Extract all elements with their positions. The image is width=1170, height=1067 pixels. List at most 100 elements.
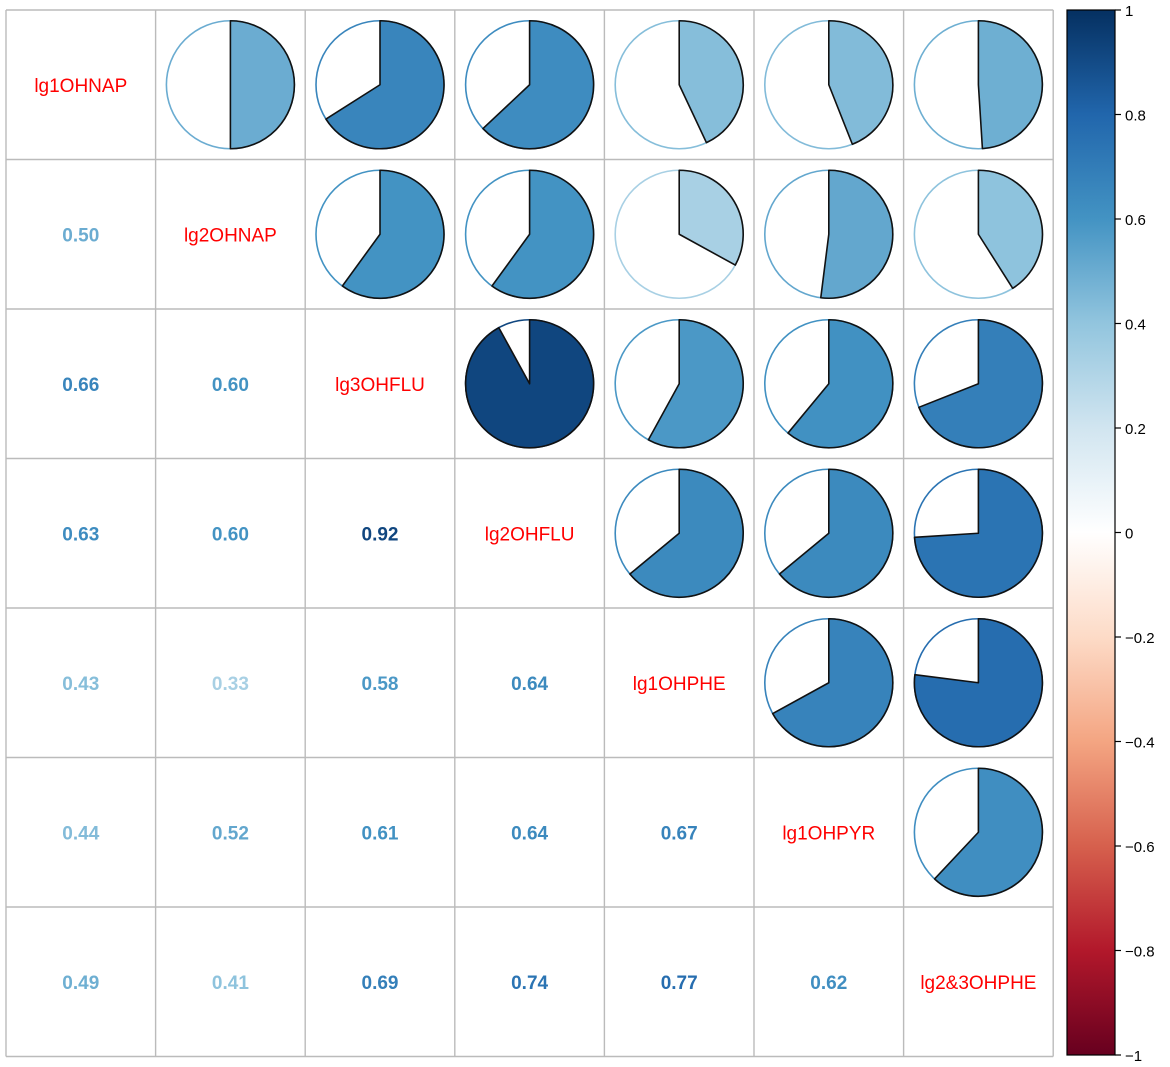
cell-r3-c2: 0.92 <box>362 524 399 545</box>
cell-r0-c1 <box>165 19 296 150</box>
pie-slice <box>977 19 1044 150</box>
correlation-value: 0.60 <box>212 375 249 396</box>
correlation-value: 0.64 <box>511 674 548 695</box>
cell-r2-c0: 0.66 <box>62 375 99 396</box>
cell-r1-c0: 0.50 <box>62 225 99 246</box>
pie-slice <box>918 318 1044 449</box>
pie-slice <box>464 318 595 449</box>
pie-slice <box>629 468 744 598</box>
cell-r4-c0: 0.43 <box>62 674 99 695</box>
color-bar <box>1066 9 1116 1056</box>
cell-r2-c6 <box>913 318 1044 449</box>
cell-r5-c5: lg1OHPYR <box>782 823 875 844</box>
cell-r1-c3 <box>464 169 595 300</box>
color-tick-label: 0.6 <box>1125 212 1146 229</box>
cell-r2-c2: lg3OHFLU <box>335 375 425 396</box>
pie-slice <box>771 617 894 748</box>
variable-label: lg2OHFLU <box>485 524 575 545</box>
correlation-value: 0.33 <box>212 674 249 695</box>
cell-r5-c1: 0.52 <box>212 823 249 844</box>
correlation-value: 0.69 <box>362 973 399 994</box>
correlation-value: 0.74 <box>511 973 548 994</box>
cell-r2-c5 <box>763 318 894 449</box>
pie-slice <box>482 19 595 150</box>
color-tick-label: 0 <box>1125 526 1133 543</box>
correlation-value: 0.77 <box>661 973 698 994</box>
cell-r1-c2 <box>315 169 445 300</box>
pie-slice <box>819 169 894 300</box>
variable-label: lg2OHNAP <box>184 225 277 246</box>
correlation-value: 0.43 <box>62 674 99 695</box>
cell-r1-c1: lg2OHNAP <box>184 225 277 246</box>
cell-r0-c2 <box>315 19 445 150</box>
cell-r4-c1: 0.33 <box>212 674 249 695</box>
cell-r2-c1: 0.60 <box>212 375 249 396</box>
correlation-value: 0.63 <box>62 524 99 545</box>
color-tick-label: 1 <box>1125 3 1133 20</box>
cell-r0-c4 <box>614 19 745 150</box>
color-tick-label: −1 <box>1125 1048 1142 1065</box>
pie-slice <box>491 169 595 300</box>
pie-slice <box>341 169 445 300</box>
cell-r3-c4 <box>614 468 745 599</box>
cell-r2-c4 <box>614 318 745 449</box>
cell-r3-c0: 0.63 <box>62 524 99 545</box>
cell-r6-c4: 0.77 <box>661 973 698 994</box>
cell-r3-c6 <box>913 468 1044 599</box>
cell-r4-c6 <box>913 617 1044 748</box>
pie-slice <box>977 169 1044 290</box>
color-tick-label: 0.8 <box>1125 108 1146 125</box>
correlation-value: 0.44 <box>62 823 99 844</box>
cell-r6-c0: 0.49 <box>62 973 99 994</box>
correlation-value: 0.49 <box>62 973 99 994</box>
pie-slice <box>678 19 744 144</box>
cell-r3-c1: 0.60 <box>212 524 249 545</box>
correlation-value: 0.52 <box>212 823 249 844</box>
cell-r4-c2: 0.58 <box>362 674 399 695</box>
cell-r4-c4: lg1OHPHE <box>633 674 726 695</box>
correlation-value: 0.62 <box>810 973 847 994</box>
cell-r3-c3: lg2OHFLU <box>485 524 575 545</box>
cell-r6-c5: 0.62 <box>810 973 847 994</box>
correlation-value: 0.66 <box>62 375 99 396</box>
cell-r6-c6: lg2&3OHPHE <box>920 973 1036 994</box>
correlation-value: 0.64 <box>511 823 548 844</box>
cell-r4-c5 <box>763 617 894 748</box>
cell-r3-c5 <box>763 468 894 599</box>
cell-r5-c0: 0.44 <box>62 823 99 844</box>
correlation-value: 0.58 <box>362 674 399 695</box>
pie-slice <box>913 617 1044 748</box>
color-tick-label: −0.4 <box>1125 735 1155 752</box>
cell-r6-c2: 0.69 <box>362 973 399 994</box>
cell-r6-c1: 0.41 <box>212 973 249 994</box>
color-tick-label: −0.6 <box>1125 839 1155 856</box>
pie-slice <box>787 318 894 449</box>
cell-r0-c3 <box>464 19 595 150</box>
pie-slice <box>325 19 445 150</box>
color-legend: 1 0.8 0.6 0.4 0.2 0 −0.2 −0.4 −0.6 −0.8 −1 <box>1066 3 1155 1065</box>
cell-r4-c3: 0.64 <box>511 674 548 695</box>
pie-slice <box>913 468 1044 598</box>
matrix-cells: lg1OHNAP 0.50 lg2OHNAP 0.66 0.60 lg3OHFLU 0.63… <box>5 9 1054 1058</box>
pie-slice <box>933 767 1044 898</box>
pie-slice <box>229 19 296 150</box>
variable-label: lg1OHNAP <box>34 76 127 97</box>
correlation-value: 0.41 <box>212 973 249 994</box>
correlation-value: 0.92 <box>362 524 399 545</box>
cell-r5-c4: 0.67 <box>661 823 698 844</box>
color-tick-label: 0.2 <box>1125 421 1146 438</box>
pie-slice <box>778 468 894 598</box>
cell-r5-c2: 0.61 <box>362 823 399 844</box>
variable-label: lg1OHPYR <box>782 823 875 844</box>
color-tick-label: −0.2 <box>1125 630 1155 647</box>
cell-r0-c5 <box>763 19 894 150</box>
pie-slice <box>678 169 744 266</box>
pie-slice <box>828 19 894 146</box>
correlation-value: 0.50 <box>62 225 99 246</box>
cell-r0-c6 <box>913 19 1044 150</box>
color-tick-label: 0.4 <box>1125 317 1146 334</box>
correlation-value: 0.60 <box>212 524 249 545</box>
cell-r1-c5 <box>763 169 894 300</box>
cell-r5-c3: 0.64 <box>511 823 548 844</box>
